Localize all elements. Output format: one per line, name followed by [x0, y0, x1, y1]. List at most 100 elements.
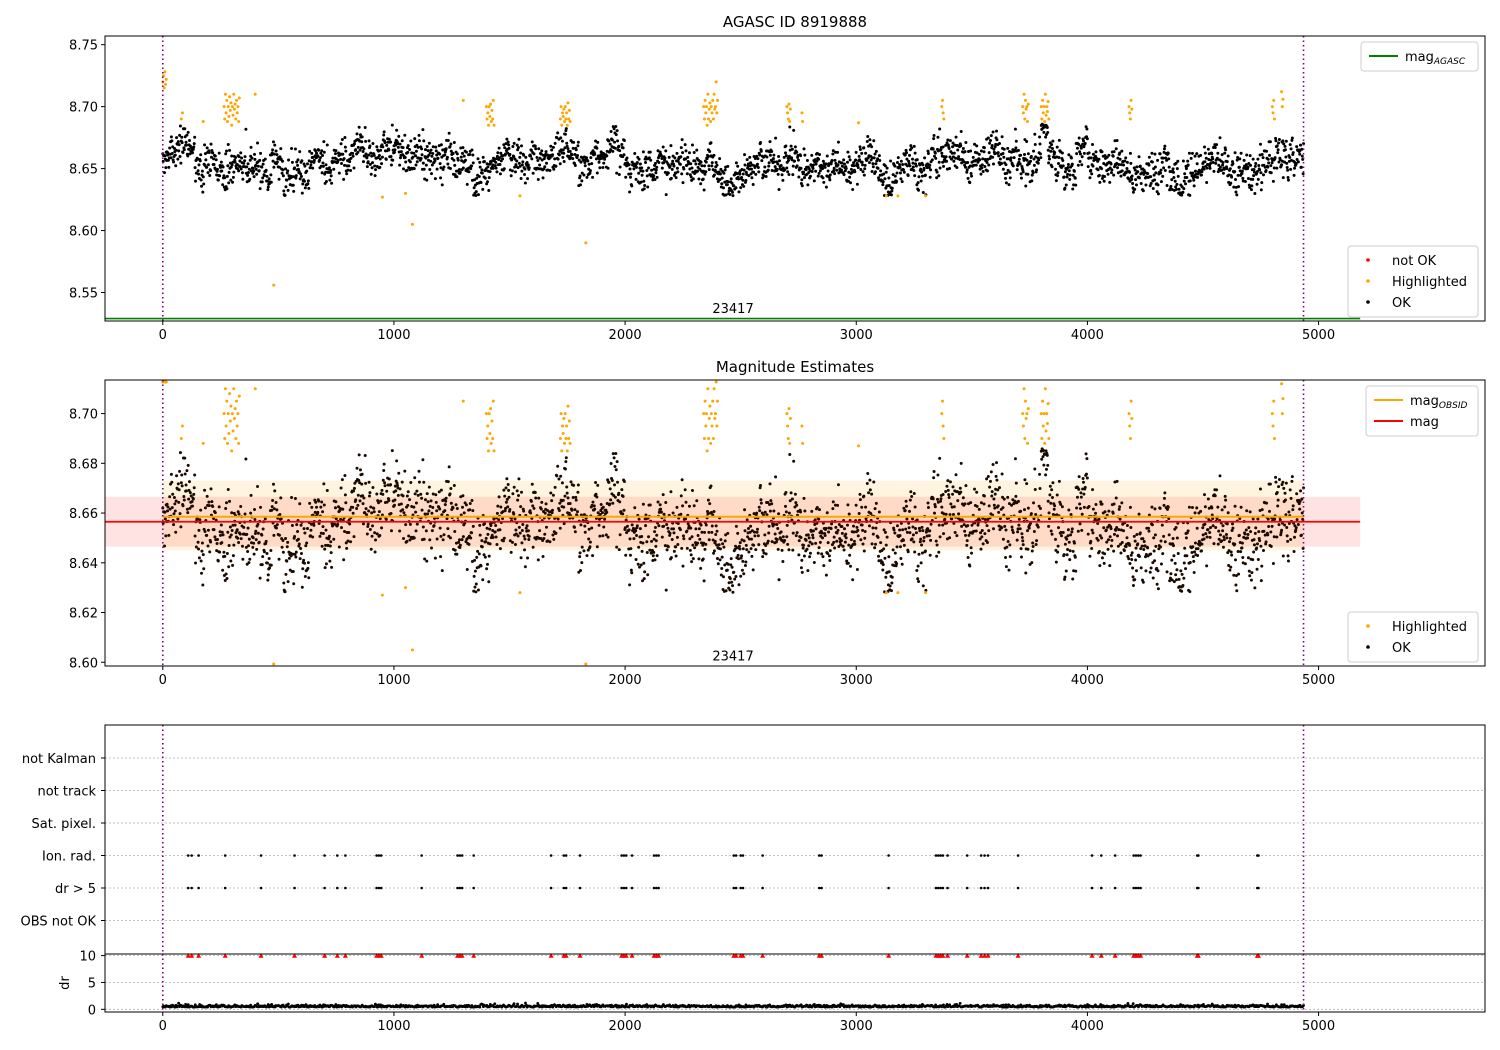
ok-point — [1214, 161, 1218, 165]
ok-point — [362, 147, 366, 151]
highlighted-point — [235, 98, 239, 102]
ok-point — [1097, 173, 1101, 177]
ok-point — [1150, 151, 1154, 155]
ok-point — [273, 143, 277, 147]
ok-point — [750, 176, 754, 180]
ok-point — [562, 159, 566, 163]
ok-point — [451, 506, 455, 510]
ok-point — [1018, 162, 1022, 166]
ok-point — [822, 180, 826, 184]
ok-point — [257, 540, 261, 544]
ok-point — [1056, 550, 1060, 554]
ok-point — [814, 169, 818, 173]
ok-point — [982, 494, 986, 498]
ok-point — [301, 182, 305, 186]
ok-point — [763, 165, 767, 169]
ok-point — [400, 139, 404, 143]
ok-point — [378, 157, 382, 161]
ok-point — [944, 489, 948, 493]
ok-point — [920, 525, 924, 529]
ok-point — [744, 543, 748, 547]
ok-point — [842, 162, 846, 166]
ok-point — [452, 140, 456, 144]
ok-point — [946, 138, 950, 142]
ok-point — [755, 154, 759, 158]
ok-point — [934, 156, 938, 160]
ok-point — [277, 533, 281, 537]
ok-point — [1065, 553, 1069, 557]
ok-point — [885, 535, 889, 539]
ok-point — [230, 163, 234, 167]
ok-point — [215, 542, 219, 546]
ok-point — [498, 163, 502, 167]
ok-point — [730, 580, 734, 584]
ok-point — [1249, 163, 1253, 167]
ok-point — [356, 150, 360, 154]
ok-point — [1037, 158, 1041, 162]
ok-point — [1225, 160, 1229, 164]
ok-point — [802, 147, 806, 151]
ok-point — [464, 150, 468, 154]
ok-point — [227, 170, 231, 174]
ok-point — [389, 163, 393, 167]
ok-point — [864, 505, 868, 509]
ok-point — [1081, 480, 1085, 484]
ok-point — [565, 141, 569, 145]
highlighted-point — [1021, 111, 1025, 115]
ok-point — [550, 511, 554, 515]
ok-point — [654, 544, 658, 548]
ok-point — [618, 165, 622, 169]
ok-point — [235, 528, 239, 532]
ok-point — [1109, 171, 1113, 175]
ok-point — [265, 174, 269, 178]
ok-point — [583, 161, 587, 165]
highlighted-point — [1044, 113, 1048, 117]
ok-point — [278, 155, 282, 159]
ok-point — [929, 538, 933, 542]
ok-point — [1040, 457, 1044, 461]
highlighted-point — [703, 98, 707, 102]
ok-point — [478, 160, 482, 164]
highlighted-point — [940, 105, 944, 109]
ok-point — [1098, 180, 1102, 184]
ok-point — [435, 537, 439, 541]
ok-point — [341, 507, 345, 511]
ok-point — [737, 557, 741, 561]
x-tick-label: 3000 — [840, 328, 873, 343]
ok-point — [428, 504, 432, 508]
ok-point — [852, 524, 856, 528]
ok-point — [1199, 173, 1203, 177]
ok-point — [183, 456, 187, 460]
ok-point — [421, 161, 425, 165]
ok-point — [1133, 168, 1137, 172]
ok-point — [664, 500, 668, 504]
ok-point — [1011, 531, 1015, 535]
ok-point — [861, 542, 865, 546]
ok-point — [256, 141, 260, 145]
ok-point — [580, 561, 584, 565]
ok-point — [199, 508, 203, 512]
ok-point — [770, 168, 774, 172]
ok-point — [510, 169, 514, 173]
ok-point — [1268, 140, 1272, 144]
ok-point — [217, 505, 221, 509]
ok-point — [979, 172, 983, 176]
ok-point — [319, 151, 323, 155]
ok-point — [757, 170, 761, 174]
ok-point — [382, 130, 386, 134]
ok-point — [832, 535, 836, 539]
ok-point — [1150, 160, 1154, 164]
ok-point — [659, 510, 663, 514]
ok-point — [937, 523, 941, 527]
ok-point — [225, 149, 229, 153]
ok-point — [206, 528, 210, 532]
ok-point — [409, 481, 413, 485]
ok-point — [1063, 542, 1067, 546]
ok-point — [663, 156, 667, 160]
ok-point — [181, 504, 185, 508]
ok-point — [364, 507, 368, 511]
ok-point — [170, 480, 174, 484]
ok-point — [538, 163, 542, 167]
ok-point — [610, 138, 614, 142]
ok-point — [1159, 180, 1163, 184]
